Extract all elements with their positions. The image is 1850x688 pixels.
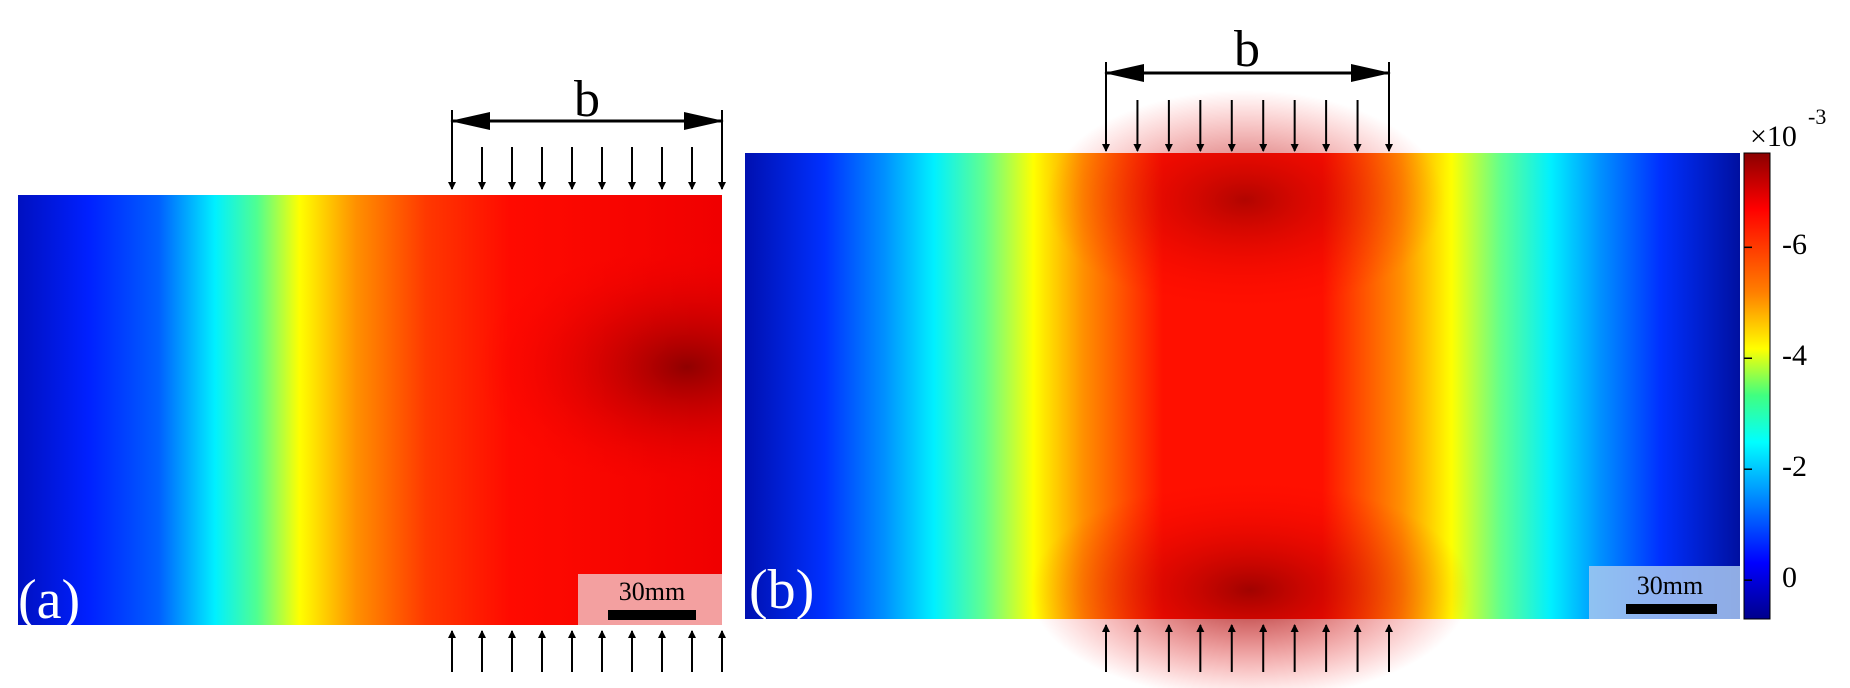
colorbar-tick-label: -4 bbox=[1782, 339, 1807, 372]
width-label: b bbox=[574, 71, 600, 128]
colorbar-tick-label: -2 bbox=[1782, 450, 1807, 483]
colorbar: ×10 -3 0 -2 -4 -6 bbox=[1743, 104, 1826, 620]
colorbar-tick-label: 0 bbox=[1782, 561, 1797, 594]
panel-b: 30mm (b) b bbox=[745, 21, 1740, 688]
colorbar-exponent: -3 bbox=[1808, 104, 1826, 129]
strain-map-overlay bbox=[1045, 90, 1445, 310]
strain-map-overlay bbox=[1030, 480, 1470, 688]
colorbar-tick-label: -6 bbox=[1782, 228, 1807, 261]
scale-bar-label: 30mm bbox=[619, 577, 685, 606]
scale-bar bbox=[1626, 604, 1717, 614]
panel-label: (b) bbox=[749, 559, 814, 621]
colorbar-multiplier: ×10 bbox=[1750, 120, 1797, 153]
width-label: b bbox=[1234, 21, 1260, 78]
scale-bar-label: 30mm bbox=[1637, 571, 1703, 600]
colorbar-scale bbox=[1743, 152, 1771, 620]
load-arrows bbox=[448, 147, 726, 672]
load-arrows bbox=[1102, 100, 1393, 672]
scale-bar bbox=[608, 610, 696, 620]
strain-map-overlay bbox=[18, 195, 722, 625]
panel-a: 30mm (a) b bbox=[18, 71, 726, 672]
panel-label: (a) bbox=[18, 569, 80, 631]
